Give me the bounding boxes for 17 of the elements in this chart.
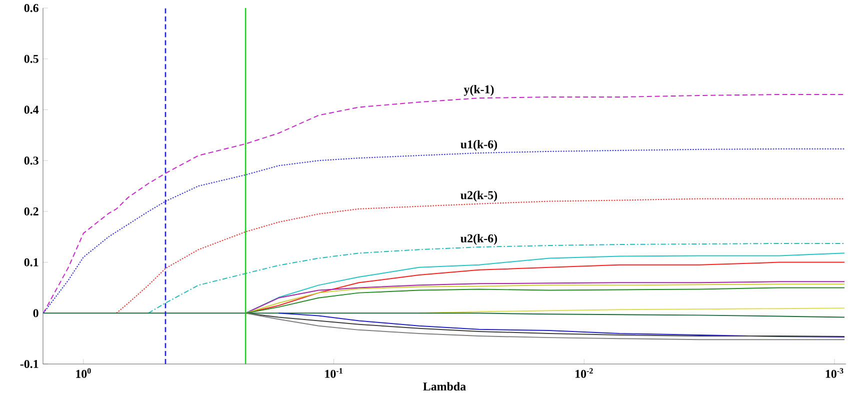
- x-tick-label: 10$^{-2}$: [576, 368, 593, 378]
- y-tick-label: 0.5: [24, 54, 38, 63]
- y-tick-label: -0.1: [20, 360, 38, 368]
- x-tick-label: 10$^{0}$: [76, 368, 91, 378]
- y-tick-label: 0.1: [24, 258, 38, 266]
- series-label: u1(k-6): [460, 140, 498, 151]
- y-tick-label: 0.6: [24, 4, 38, 12]
- y-tick-label: 0.3: [24, 156, 38, 165]
- x-tick-label: 10$^{-1}$: [325, 368, 342, 378]
- y-tick-label: 0.2: [24, 207, 38, 216]
- series-label: u2(k-6): [460, 234, 498, 245]
- x-axis-title: Lambda: [423, 382, 466, 391]
- y-tick-label: 0.4: [24, 106, 39, 114]
- series-label: u2(k-5): [460, 190, 498, 202]
- series-label: y(k-1): [464, 84, 494, 96]
- y-tick-label: 0: [33, 309, 38, 318]
- x-tick-label: 10$^{-3}$: [826, 368, 844, 378]
